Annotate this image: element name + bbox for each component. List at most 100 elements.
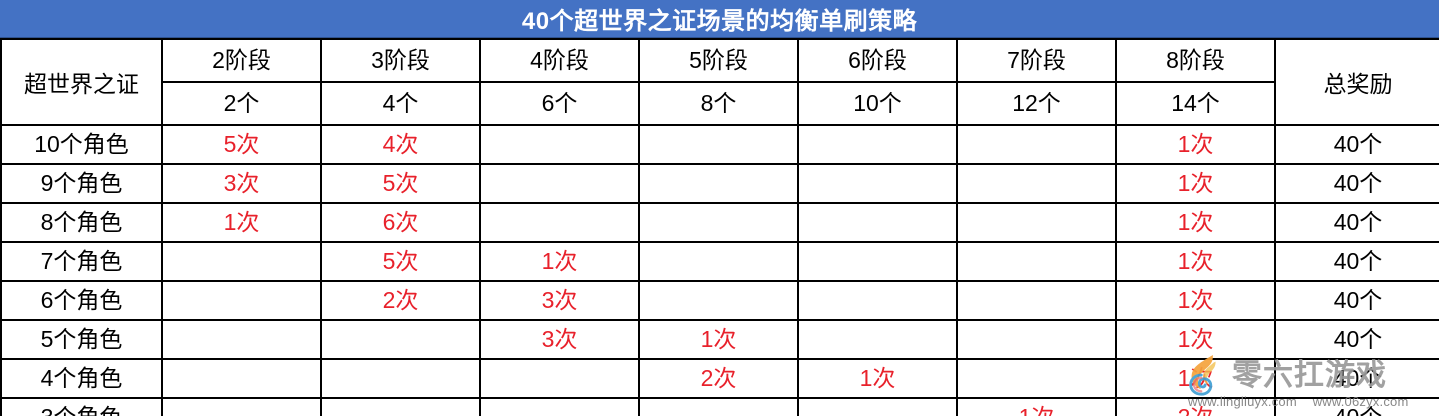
cell-empty <box>479 163 640 204</box>
cell-empty <box>161 319 322 360</box>
table-header-row-stage: 超世界之证 2阶段 3阶段 4阶段 5阶段 6阶段 7阶段 8阶段 总奖励 <box>0 38 1439 126</box>
table-row: 3个角色 1次2次40个 <box>0 397 1439 416</box>
table-row: 10个角色 5次 4次 1次 40个 <box>0 124 1439 165</box>
header-count-stage-8: 14个 <box>1115 81 1276 126</box>
row-label-characters: 4个角色 <box>0 358 163 399</box>
cell-empty <box>479 124 640 165</box>
cell-empty <box>956 241 1117 282</box>
page-title: 40个超世界之证场景的均衡单刷策略 <box>0 0 1439 38</box>
cell-empty <box>797 319 958 360</box>
cell-empty <box>479 202 640 243</box>
cell-total-reward: 40个 <box>1274 358 1439 399</box>
header-stage-6: 6阶段 <box>797 38 958 83</box>
header-total-reward: 总奖励 <box>1274 38 1439 126</box>
table-body: 10个角色 5次 4次 1次 40个 9个角色 3次 5次 1次 40个 8个角色 1次 6次 1次 40个… <box>0 124 1439 416</box>
cell-empty <box>956 319 1117 360</box>
cell-empty <box>320 397 481 416</box>
table-row: 8个角色 1次 6次 1次 40个 <box>0 202 1439 243</box>
table-row: 5个角色 3次 1次 1次 40个 <box>0 319 1439 360</box>
cell-total-reward: 40个 <box>1274 319 1439 360</box>
header-count-stage-2: 2个 <box>161 81 322 126</box>
cell-run-count: 1次 <box>479 241 640 282</box>
row-label-characters: 9个角色 <box>0 163 163 204</box>
table-header: 超世界之证 2阶段 3阶段 4阶段 5阶段 6阶段 7阶段 8阶段 总奖励 2个… <box>0 38 1439 126</box>
table-row: 7个角色 5次 1次 1次 40个 <box>0 241 1439 282</box>
cell-run-count: 1次 <box>161 202 322 243</box>
cell-empty <box>797 124 958 165</box>
cell-run-count: 5次 <box>320 163 481 204</box>
cell-empty <box>638 241 799 282</box>
cell-empty <box>956 358 1117 399</box>
cell-run-count: 1次 <box>1115 280 1276 321</box>
cell-run-count: 1次 <box>956 397 1117 416</box>
cell-empty <box>161 241 322 282</box>
row-label-characters: 8个角色 <box>0 202 163 243</box>
cell-empty <box>956 280 1117 321</box>
cell-empty <box>638 124 799 165</box>
header-count-stage-5: 8个 <box>638 81 799 126</box>
cell-empty <box>797 241 958 282</box>
cell-empty <box>797 280 958 321</box>
header-stage-4: 4阶段 <box>479 38 640 83</box>
header-count-stage-4: 6个 <box>479 81 640 126</box>
table-row: 6个角色 2次 3次 1次 40个 <box>0 280 1439 321</box>
cell-total-reward: 40个 <box>1274 280 1439 321</box>
row-label-characters: 7个角色 <box>0 241 163 282</box>
cell-empty <box>797 202 958 243</box>
cell-run-count: 2次 <box>320 280 481 321</box>
header-stage-2: 2阶段 <box>161 38 322 83</box>
row-label-characters: 5个角色 <box>0 319 163 360</box>
header-stage-7: 7阶段 <box>956 38 1117 83</box>
cell-empty <box>638 397 799 416</box>
cell-run-count: 3次 <box>479 319 640 360</box>
cell-run-count: 1次 <box>1115 241 1276 282</box>
cell-empty <box>797 163 958 204</box>
cell-empty <box>479 397 640 416</box>
cell-run-count: 2次 <box>638 358 799 399</box>
header-stage-5: 5阶段 <box>638 38 799 83</box>
cell-empty <box>638 280 799 321</box>
table-row: 9个角色 3次 5次 1次 40个 <box>0 163 1439 204</box>
cell-run-count: 1次 <box>797 358 958 399</box>
cell-empty <box>638 163 799 204</box>
cell-run-count: 5次 <box>161 124 322 165</box>
cell-empty <box>479 358 640 399</box>
table-header-row-count: 2个 4个 6个 8个 10个 12个 14个 <box>1 81 1439 126</box>
cell-run-count: 6次 <box>320 202 481 243</box>
cell-run-count: 1次 <box>1115 202 1276 243</box>
cell-run-count: 3次 <box>161 163 322 204</box>
cell-empty <box>956 124 1117 165</box>
cell-run-count: 3次 <box>479 280 640 321</box>
cell-empty <box>320 319 481 360</box>
cell-total-reward: 40个 <box>1274 163 1439 204</box>
cell-total-reward: 40个 <box>1274 397 1439 416</box>
cell-run-count: 5次 <box>320 241 481 282</box>
cell-run-count: 1次 <box>638 319 799 360</box>
table-row: 4个角色 2次 1次 1次 40个 <box>0 358 1439 399</box>
cell-run-count: 1次 <box>1115 319 1276 360</box>
cell-empty <box>956 202 1117 243</box>
row-label-characters: 10个角色 <box>0 124 163 165</box>
cell-total-reward: 40个 <box>1274 124 1439 165</box>
header-count-stage-6: 10个 <box>797 81 958 126</box>
row-label-characters: 6个角色 <box>0 280 163 321</box>
header-stage-3: 3阶段 <box>320 38 481 83</box>
cell-total-reward: 40个 <box>1274 202 1439 243</box>
cell-empty <box>797 397 958 416</box>
cell-run-count: 1次 <box>1115 163 1276 204</box>
cell-empty <box>161 280 322 321</box>
cell-empty <box>161 397 322 416</box>
cell-run-count: 1次 <box>1115 358 1276 399</box>
cell-run-count: 4次 <box>320 124 481 165</box>
header-count-stage-7: 12个 <box>956 81 1117 126</box>
cell-empty <box>161 358 322 399</box>
header-corner-label: 超世界之证 <box>0 38 163 126</box>
header-count-stage-3: 4个 <box>320 81 481 126</box>
cell-empty <box>320 358 481 399</box>
header-stage-8: 8阶段 <box>1115 38 1276 83</box>
row-label-characters: 3个角色 <box>0 397 163 416</box>
cell-empty <box>638 202 799 243</box>
cell-total-reward: 40个 <box>1274 241 1439 282</box>
cell-run-count: 2次 <box>1115 397 1276 416</box>
